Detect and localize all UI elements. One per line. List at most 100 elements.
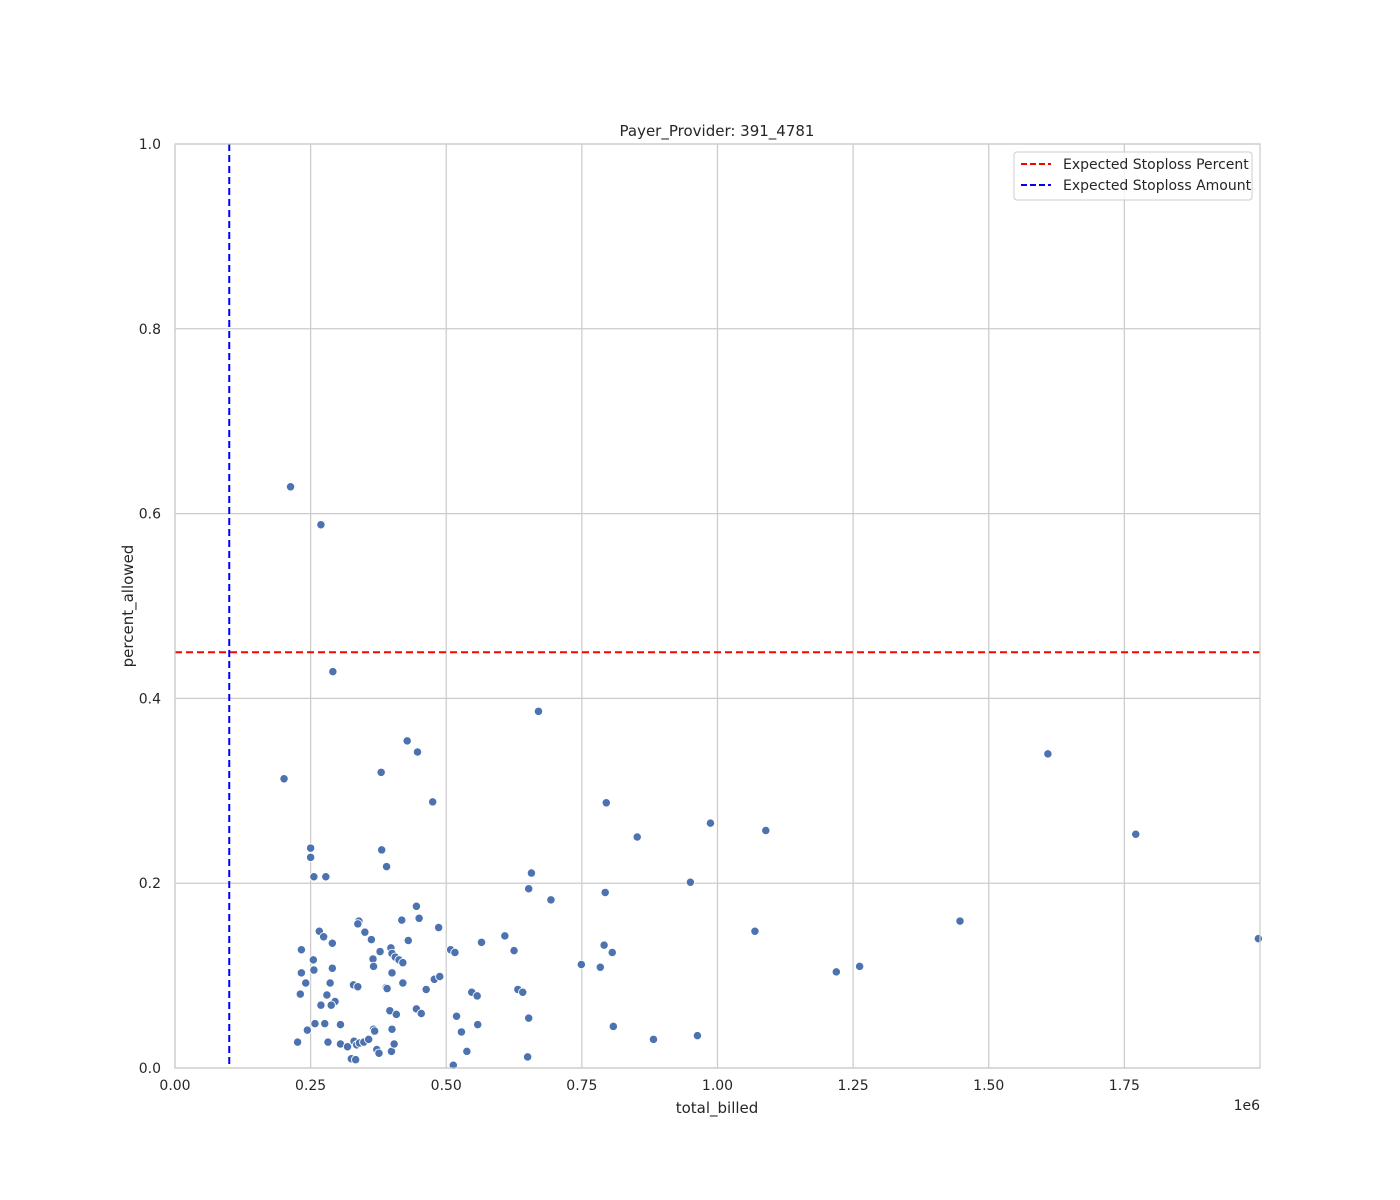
data-point xyxy=(328,666,338,677)
data-point xyxy=(402,736,412,746)
data-point xyxy=(546,895,556,905)
data-point xyxy=(522,1052,533,1062)
data-point xyxy=(607,947,617,958)
data-point xyxy=(403,935,413,946)
data-point xyxy=(414,913,424,923)
y-tick-labels: 0.0 0.2 0.4 0.6 0.8 1.0 xyxy=(139,137,161,1077)
data-point xyxy=(364,1034,374,1045)
data-point xyxy=(692,1031,703,1041)
x-tick-label: 1.50 xyxy=(973,1078,1004,1094)
data-point xyxy=(342,1042,353,1052)
data-point xyxy=(292,1037,303,1047)
data-point xyxy=(600,887,610,898)
data-point xyxy=(305,843,316,853)
data-point xyxy=(524,884,534,894)
data-point xyxy=(761,825,771,836)
x-axis-label: total_billed xyxy=(676,1099,759,1118)
y-tick-label: 0.0 xyxy=(139,1061,161,1077)
data-point xyxy=(322,990,332,1000)
data-point xyxy=(533,706,544,716)
data-point xyxy=(318,932,329,942)
data-point xyxy=(309,965,319,975)
data-points xyxy=(279,482,1264,1070)
data-point xyxy=(285,482,296,492)
data-point xyxy=(526,868,537,878)
data-point xyxy=(576,959,586,970)
data-point xyxy=(450,947,460,958)
data-point xyxy=(397,915,407,925)
y-tick-label: 0.6 xyxy=(139,507,161,523)
data-point xyxy=(500,931,510,941)
data-point xyxy=(295,989,305,999)
data-point xyxy=(1131,829,1141,839)
data-point xyxy=(321,872,331,882)
data-point xyxy=(518,987,528,997)
data-point xyxy=(279,774,289,784)
x-tick-label: 1.00 xyxy=(702,1078,733,1094)
legend-label-stoploss-amount: Expected Stoploss Amount xyxy=(1063,178,1252,194)
data-point xyxy=(398,958,408,968)
data-point xyxy=(462,1046,472,1057)
data-point xyxy=(1043,749,1053,759)
data-point xyxy=(375,946,385,957)
data-point xyxy=(326,1000,336,1010)
data-point xyxy=(366,934,377,945)
data-point xyxy=(601,798,611,808)
data-point xyxy=(310,1018,320,1029)
data-point xyxy=(374,1048,384,1058)
data-point xyxy=(685,877,696,887)
data-point xyxy=(323,1037,333,1047)
data-point xyxy=(391,1009,401,1020)
data-point xyxy=(411,901,422,911)
data-point xyxy=(382,983,392,994)
data-point xyxy=(595,962,605,972)
x-axis-offset-label: 1e6 xyxy=(1234,1098,1261,1114)
data-point xyxy=(412,747,423,757)
data-point xyxy=(316,1000,326,1010)
data-point xyxy=(416,1008,426,1019)
plot-frame xyxy=(174,143,1261,1069)
data-point xyxy=(648,1034,659,1045)
chart-title: Payer_Provider: 391_4781 xyxy=(620,122,815,141)
data-point xyxy=(435,971,445,982)
y-tick-label: 0.4 xyxy=(139,691,161,707)
data-point xyxy=(296,968,307,978)
data-point xyxy=(434,922,444,933)
data-point xyxy=(335,1019,346,1030)
data-point xyxy=(327,938,337,948)
data-point xyxy=(320,1018,330,1029)
data-point xyxy=(421,984,431,995)
y-axis-label: percent_allowed xyxy=(119,545,138,668)
data-point xyxy=(750,926,760,936)
x-tick-labels: 0.00 0.25 0.50 0.75 1.00 1.25 1.50 1.75 xyxy=(159,1078,1140,1094)
data-point xyxy=(376,767,386,777)
x-tick-label: 1.25 xyxy=(838,1078,869,1094)
y-tick-label: 0.2 xyxy=(139,876,161,892)
reference-lines xyxy=(175,144,1260,1068)
data-point xyxy=(608,1021,618,1032)
data-point xyxy=(305,852,316,862)
data-point xyxy=(524,1013,534,1023)
data-point xyxy=(509,946,519,956)
data-point xyxy=(831,967,841,977)
data-point xyxy=(302,1025,313,1035)
data-point xyxy=(381,861,392,872)
x-tick-label: 0.25 xyxy=(295,1078,326,1094)
legend-label-stoploss-percent: Expected Stoploss Percent xyxy=(1063,157,1249,173)
data-point xyxy=(309,872,319,882)
data-point xyxy=(854,961,865,972)
x-tick-label: 0.00 xyxy=(159,1078,190,1094)
data-point xyxy=(476,937,487,947)
data-point xyxy=(473,1019,483,1030)
data-point xyxy=(377,845,387,855)
data-point xyxy=(387,1024,397,1034)
data-point xyxy=(451,1011,462,1021)
x-tick-label: 0.75 xyxy=(566,1078,597,1094)
y-tick-label: 0.8 xyxy=(139,322,161,338)
data-point xyxy=(955,916,965,926)
data-point xyxy=(705,818,716,828)
legend-box xyxy=(1013,151,1253,201)
data-point xyxy=(325,978,335,988)
data-point xyxy=(599,940,609,950)
